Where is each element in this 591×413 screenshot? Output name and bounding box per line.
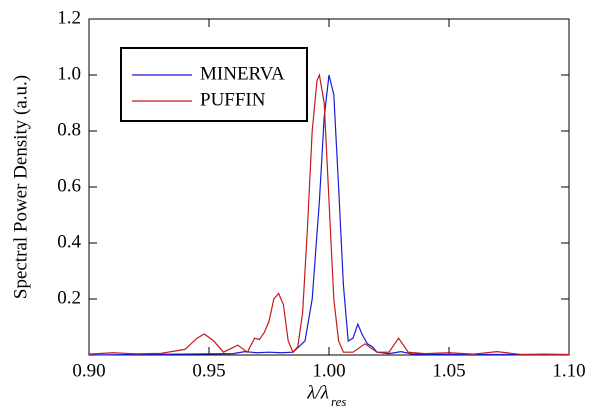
legend-box bbox=[120, 47, 308, 122]
x-axis-label: λ/λ bbox=[306, 382, 329, 403]
y-tick-label: 0.2 bbox=[57, 287, 81, 308]
x-tick-label: 1.10 bbox=[552, 360, 585, 381]
y-tick-label: 0.8 bbox=[57, 119, 81, 140]
legend-label: PUFFIN bbox=[200, 89, 266, 110]
x-tick-label: 0.95 bbox=[192, 360, 225, 381]
y-tick-label: 0.6 bbox=[57, 175, 81, 196]
x-tick-label: 0.90 bbox=[72, 360, 105, 381]
series-line bbox=[88, 74, 570, 356]
y-axis-label: Spectral Power Density (a.u.) bbox=[10, 75, 31, 299]
x-tick-label: 1.00 bbox=[312, 360, 345, 381]
series-line bbox=[88, 72, 570, 356]
y-tick-label: 1.0 bbox=[57, 63, 81, 84]
x-axis-label-subscript: res bbox=[331, 394, 346, 409]
legend-label: MINERVA bbox=[200, 63, 285, 84]
x-tick-label: 1.05 bbox=[432, 360, 465, 381]
y-tick-label: 0.4 bbox=[57, 231, 81, 252]
y-tick-label: 1.2 bbox=[57, 7, 81, 28]
